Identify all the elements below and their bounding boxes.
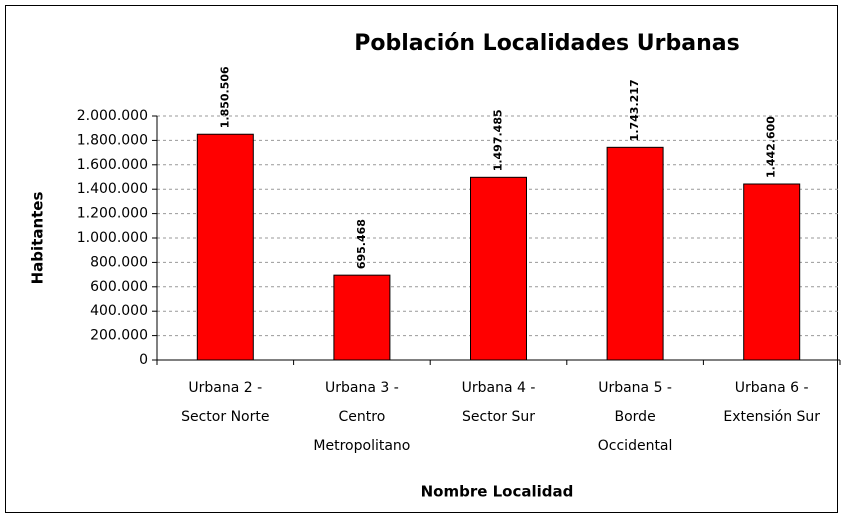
x-axis-title: Nombre Localidad (421, 483, 574, 501)
x-tick-label: Urbana 3 - (325, 380, 399, 396)
value-label: 1.442.600 (765, 116, 778, 178)
y-axis-title: Habitantes (29, 192, 47, 285)
x-tick-label: Extensión Sur (723, 409, 820, 425)
bar (470, 176, 527, 361)
bar (606, 146, 664, 361)
y-tick-label: 1.400.000 (77, 181, 148, 197)
y-tick-label: 200.000 (90, 328, 148, 344)
y-tick-label: 400.000 (90, 303, 148, 319)
chart-title: Población Localidades Urbanas (354, 31, 739, 56)
x-tick-label: Sector Sur (462, 409, 535, 425)
y-tick-label: 1.000.000 (77, 230, 148, 246)
x-tick-label: Occidental (598, 438, 673, 454)
value-label: 1.743.217 (628, 79, 641, 141)
x-tick-label: Urbana 6 - (735, 380, 809, 396)
y-tick-label: 2.000.000 (77, 108, 148, 124)
value-label: 1.850.506 (218, 66, 231, 128)
x-tick-label: Urbana 4 - (462, 380, 536, 396)
x-tick-label: Sector Norte (181, 409, 269, 425)
bar (743, 183, 801, 361)
x-tick-label: Metropolitano (313, 438, 410, 454)
x-tick-label: Borde (615, 409, 656, 425)
value-label: 695.468 (355, 219, 368, 269)
value-label: 1.497.485 (492, 109, 505, 171)
y-tick-label: 0 (139, 352, 148, 368)
x-tick-label: Urbana 2 - (188, 380, 262, 396)
bar (196, 133, 254, 361)
chart-border (5, 5, 838, 513)
y-tick-label: 600.000 (90, 279, 148, 295)
y-tick-label: 1.600.000 (77, 157, 148, 173)
x-tick-label: Urbana 5 - (598, 380, 672, 396)
y-tick-label: 800.000 (90, 254, 148, 270)
bar (333, 274, 391, 361)
x-tick-label: Centro (339, 409, 386, 425)
y-tick-label: 1.800.000 (77, 132, 148, 148)
y-tick-label: 1.200.000 (77, 206, 148, 222)
